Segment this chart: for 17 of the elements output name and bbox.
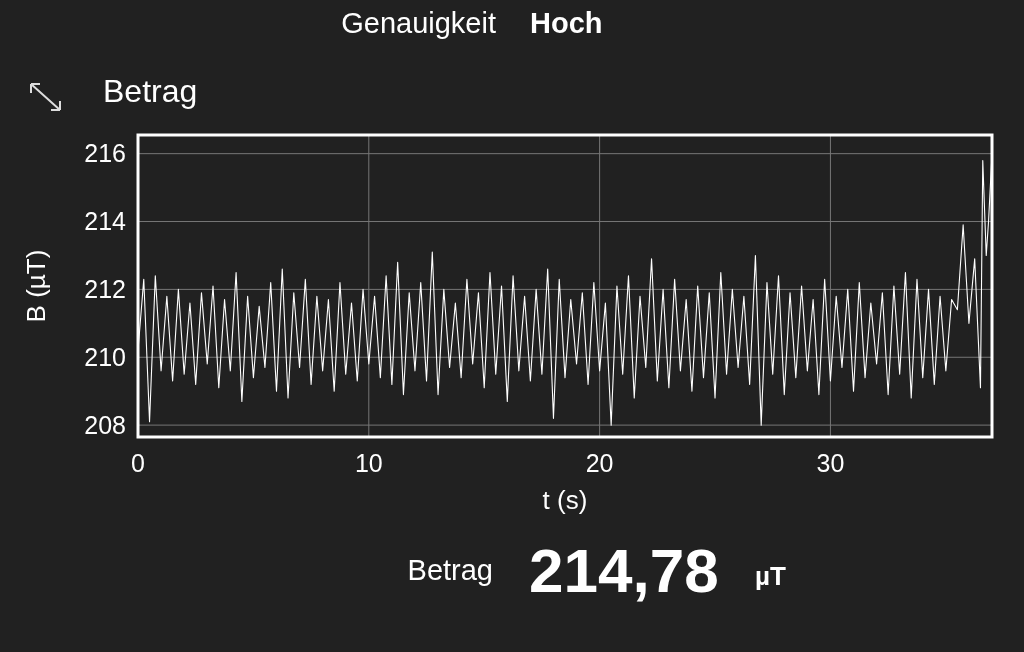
y-tick-label: 214: [84, 207, 127, 236]
text: 214,78: [529, 536, 719, 605]
x-axis-title: t (s): [542, 485, 588, 515]
x-tick-label: 0: [131, 449, 145, 477]
y-tick-label: 216: [84, 139, 126, 168]
x-tick-label: 30: [816, 449, 845, 477]
text: µT: [755, 561, 786, 591]
text: Hoch: [530, 7, 603, 39]
x-tick-label: 20: [585, 449, 614, 477]
x-tick-label: 10: [354, 449, 383, 477]
y-tick-label: 212: [84, 275, 126, 304]
chart-title: Betrag: [103, 73, 198, 109]
y-tick-label: 208: [84, 410, 126, 439]
text: Genauigkeit: [341, 7, 496, 39]
text: Betrag: [407, 554, 493, 586]
y-tick-label: 210: [84, 343, 126, 372]
y-axis-title: B (µT): [21, 249, 51, 323]
